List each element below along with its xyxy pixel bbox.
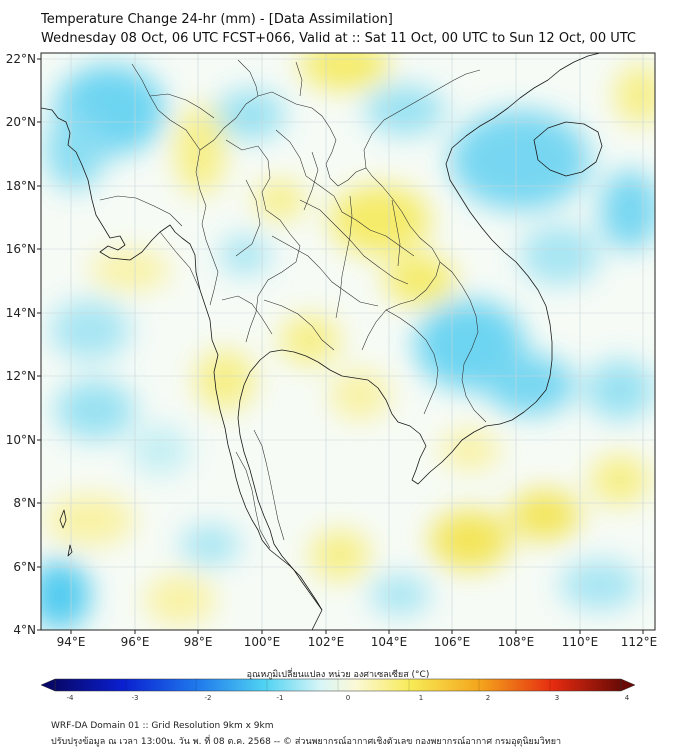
colorbar-tick: -1: [277, 694, 284, 700]
colorbar-tick: -3: [132, 694, 139, 700]
latitude-labels: 4°N 6°N 8°N 10°N 12°N 14°N 16°N 18°N 20°…: [6, 52, 36, 637]
footer-domain-info: WRF-DA Domain 01 :: Grid Resolution 9km …: [51, 721, 274, 731]
colorbar-tick: 1: [419, 694, 423, 700]
lat-label: 14°N: [6, 306, 36, 320]
lon-label: 108°E: [498, 635, 535, 649]
axis-ticks: [37, 58, 644, 634]
coastlines: [41, 53, 603, 630]
lon-label: 96°E: [121, 635, 150, 649]
longitude-labels: 94°E 96°E 98°E 100°E 102°E 104°E 106°E 1…: [57, 635, 658, 649]
map-frame: [40, 52, 656, 631]
lon-label: 104°E: [371, 635, 408, 649]
map-subtitle: Wednesday 08 Oct, 06 UTC FCST+066, Valid…: [41, 31, 637, 46]
colorbar-tick: 2: [486, 694, 490, 700]
footer-update-info: ปรับปรุงข้อมูล ณ เวลา 13:00น. วัน พ. ที่…: [51, 737, 562, 747]
lat-label: 4°N: [13, 623, 36, 637]
colorbar: -4 -3 -2 -1 0 1 2 3 4: [40, 678, 636, 700]
lon-label: 98°E: [184, 635, 213, 649]
colorbar-tick: -4: [67, 694, 75, 700]
province-borders: [99, 59, 487, 549]
colorbar-tick: 4: [625, 694, 630, 700]
lat-label: 16°N: [6, 242, 36, 256]
lon-label: 100°E: [244, 635, 281, 649]
map-canvas: 4°N 6°N 8°N 10°N 12°N 14°N 16°N 18°N 20°…: [6, 52, 658, 700]
lat-label: 12°N: [6, 369, 36, 383]
colorbar-tick: -2: [205, 694, 212, 700]
lat-label: 20°N: [6, 115, 36, 129]
colorbar-title: อุณหภูมิเปลี่ยนแปลง หน่วย องศาเซลเซียส (…: [246, 670, 430, 680]
map-title: Temperature Change 24-hr (mm) - [Data As…: [41, 12, 393, 27]
lon-label: 112°E: [621, 635, 658, 649]
lat-label: 22°N: [6, 52, 36, 66]
lon-label: 110°E: [562, 635, 599, 649]
graticule: [41, 53, 655, 630]
colorbar-tick: 3: [555, 694, 559, 700]
lat-label: 10°N: [6, 433, 36, 447]
temperature-field: [41, 53, 655, 630]
lon-label: 102°E: [308, 635, 345, 649]
lon-label: 106°E: [434, 635, 471, 649]
colorbar-tick: 0: [346, 694, 350, 700]
lat-label: 6°N: [13, 560, 36, 574]
lat-label: 18°N: [6, 179, 36, 193]
lon-label: 94°E: [57, 635, 86, 649]
lat-label: 8°N: [13, 496, 36, 510]
